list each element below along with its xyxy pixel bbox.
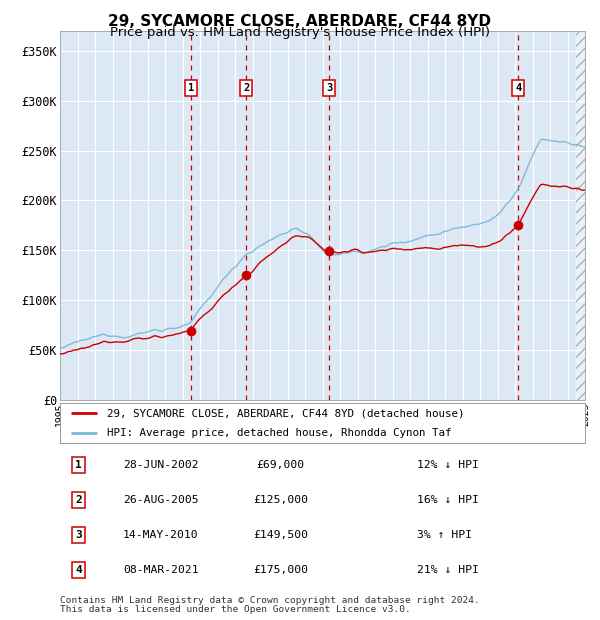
Text: 3% ↑ HPI: 3% ↑ HPI [417,530,472,540]
Text: 16% ↓ HPI: 16% ↓ HPI [417,495,479,505]
Text: 14-MAY-2010: 14-MAY-2010 [123,530,199,540]
Text: 29, SYCAMORE CLOSE, ABERDARE, CF44 8YD (detached house): 29, SYCAMORE CLOSE, ABERDARE, CF44 8YD (… [107,409,465,419]
Text: Price paid vs. HM Land Registry's House Price Index (HPI): Price paid vs. HM Land Registry's House … [110,26,490,39]
Text: 1: 1 [75,460,82,470]
Text: 26-AUG-2005: 26-AUG-2005 [123,495,199,505]
Text: 29, SYCAMORE CLOSE, ABERDARE, CF44 8YD: 29, SYCAMORE CLOSE, ABERDARE, CF44 8YD [109,14,491,29]
Text: Contains HM Land Registry data © Crown copyright and database right 2024.: Contains HM Land Registry data © Crown c… [60,596,480,605]
Text: 1: 1 [188,83,194,93]
Bar [576,31,585,400]
Text: £69,000: £69,000 [256,460,305,470]
Text: 3: 3 [75,530,82,540]
Text: 12% ↓ HPI: 12% ↓ HPI [417,460,479,470]
Text: 3: 3 [326,83,332,93]
Text: This data is licensed under the Open Government Licence v3.0.: This data is licensed under the Open Gov… [60,604,411,614]
Bar [576,31,585,400]
Text: 2: 2 [75,495,82,505]
Text: 08-MAR-2021: 08-MAR-2021 [123,565,199,575]
Text: 28-JUN-2002: 28-JUN-2002 [123,460,199,470]
Text: £175,000: £175,000 [253,565,308,575]
Text: £149,500: £149,500 [253,530,308,540]
Text: 21% ↓ HPI: 21% ↓ HPI [417,565,479,575]
Text: 2: 2 [243,83,250,93]
Text: HPI: Average price, detached house, Rhondda Cynon Taf: HPI: Average price, detached house, Rhon… [107,428,452,438]
Text: 4: 4 [75,565,82,575]
Text: 4: 4 [515,83,521,93]
Bar [576,31,585,400]
Text: £125,000: £125,000 [253,495,308,505]
